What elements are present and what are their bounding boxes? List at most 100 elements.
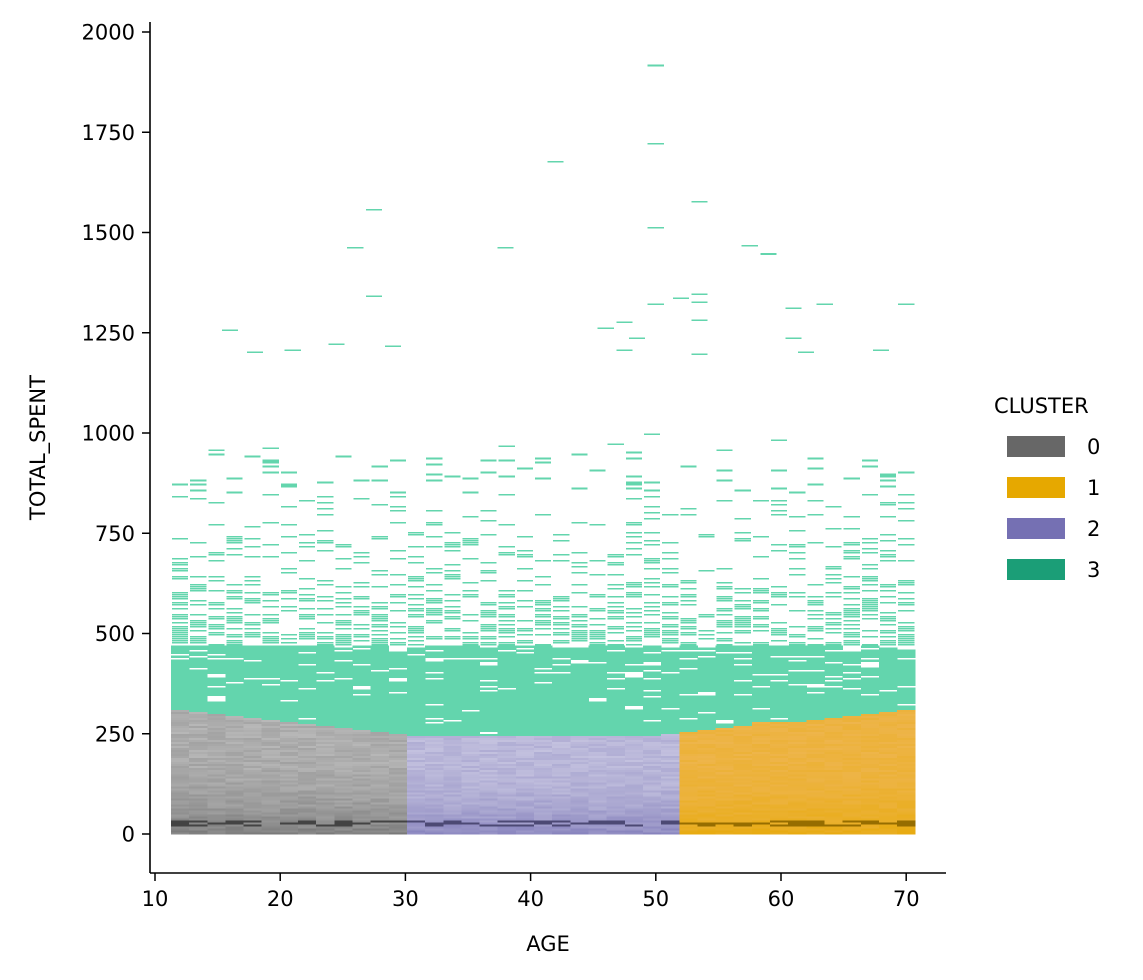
cluster-0-cell <box>352 783 372 787</box>
cluster-1-cell <box>897 745 916 749</box>
cluster-2-cell <box>570 831 589 835</box>
cluster-3-cell <box>515 725 535 729</box>
cluster-3-cell <box>244 455 261 458</box>
cluster-3-cell <box>208 523 225 526</box>
cluster-3-cell <box>462 636 479 638</box>
cluster-3-cell <box>553 553 570 556</box>
cluster-0-cell <box>225 751 244 755</box>
cluster-1-cell <box>770 797 789 801</box>
cluster-3-cell <box>680 594 697 596</box>
cluster-3-cell <box>897 701 916 705</box>
cluster-3-cell <box>298 679 317 683</box>
cluster-3-cell <box>298 699 317 703</box>
cluster-3-cell <box>860 645 880 648</box>
cluster-0-cell <box>334 769 353 773</box>
cluster-2-cell <box>497 791 517 795</box>
cluster-3-cell <box>897 673 916 677</box>
cluster-3-cell <box>171 557 189 560</box>
cluster-1-cell <box>860 719 880 723</box>
cluster-3-cell <box>170 693 190 697</box>
cluster-3-cell <box>244 622 261 624</box>
cluster-0-cell <box>225 771 244 775</box>
cluster-0-cell <box>316 775 335 779</box>
cluster-3-cell <box>625 483 642 486</box>
cluster-3-cell <box>443 655 462 658</box>
cluster-0-cell <box>352 751 372 755</box>
cluster-3-cell <box>662 638 679 640</box>
cluster-3-cell <box>825 591 842 594</box>
cluster-3-cell <box>262 614 279 616</box>
cluster-0-cell <box>352 781 372 785</box>
cluster-1-cell <box>751 731 771 735</box>
cluster-3-cell <box>480 602 497 604</box>
cluster-3-cell <box>607 561 624 564</box>
cluster-1-cell <box>733 787 753 791</box>
cluster-3-cell <box>642 703 662 707</box>
cluster-2-cell <box>624 783 644 787</box>
cluster-2-cell <box>570 797 589 801</box>
cluster-3-cell <box>226 642 243 644</box>
cluster-3-cell <box>244 634 261 636</box>
cluster-0-cell <box>298 751 317 755</box>
cluster-3-cell <box>662 640 679 642</box>
cluster-2-cell <box>570 749 589 753</box>
cluster-1-cell <box>842 797 862 801</box>
cluster-3-cell <box>461 721 480 725</box>
cluster-3-cell <box>789 610 806 612</box>
cluster-0-cell <box>279 743 299 747</box>
cluster-3-cell <box>607 553 624 556</box>
cluster-3-cell <box>697 683 716 687</box>
cluster-1-cell <box>878 815 898 819</box>
cluster-3-cell <box>316 697 335 701</box>
cluster-3-cell <box>262 459 279 462</box>
cluster-3-cell <box>588 733 608 737</box>
cluster-3-cell <box>843 575 860 578</box>
cluster-3-cell <box>570 677 589 681</box>
cluster-0-cell <box>225 757 244 761</box>
cluster-3-cell <box>480 626 497 628</box>
cluster-3-cell <box>588 713 608 717</box>
cluster-0-cell <box>298 815 317 819</box>
cluster-1-cell <box>770 829 789 833</box>
cluster-0-cell <box>388 735 408 739</box>
cluster-2-cell <box>642 779 662 783</box>
cluster-3-cell <box>498 553 515 556</box>
cluster-1-cell <box>679 783 698 787</box>
cluster-3-cell <box>388 731 408 735</box>
cluster-2-cell <box>570 781 589 785</box>
cluster-0-cell <box>316 793 335 797</box>
cluster-2-cell <box>552 831 571 835</box>
cluster-0-cell <box>243 761 263 765</box>
cluster-3-cell <box>316 663 335 666</box>
cluster-2-cell <box>661 819 680 823</box>
cluster-3-cell <box>824 701 844 705</box>
cluster-1-cell <box>679 807 698 811</box>
cluster-3-cell <box>697 659 716 662</box>
cluster-2-cell <box>497 809 517 813</box>
cluster-1-cell <box>679 813 698 817</box>
cluster-3-cell <box>462 620 479 622</box>
cluster-3-cell <box>606 655 626 658</box>
cluster-3-cell <box>244 602 261 604</box>
cluster-1-cell <box>824 737 844 741</box>
cluster-3-cell <box>370 711 390 715</box>
cluster-1-cell <box>770 737 789 741</box>
cluster-3-cell <box>317 608 334 610</box>
cluster-1-cell <box>679 797 698 801</box>
cluster-2-cell <box>425 819 444 823</box>
cluster-0-cell <box>225 769 244 773</box>
cluster-3-cell <box>353 551 370 554</box>
cluster-2-cell <box>443 819 462 823</box>
cluster-0-cell <box>243 811 263 815</box>
cluster-3-cell <box>770 649 789 652</box>
cluster-3-cell <box>552 723 571 727</box>
cluster-3-cell <box>443 717 462 721</box>
cluster-0-cell <box>352 765 372 769</box>
cluster-3-cell <box>371 616 388 618</box>
cluster-3-cell <box>280 638 298 640</box>
cluster-3-cell <box>316 685 335 689</box>
cluster-2-cell <box>588 749 608 753</box>
cluster-1-cell <box>860 775 880 779</box>
cluster-3-cell <box>207 693 226 697</box>
cluster-3-cell <box>316 669 335 672</box>
